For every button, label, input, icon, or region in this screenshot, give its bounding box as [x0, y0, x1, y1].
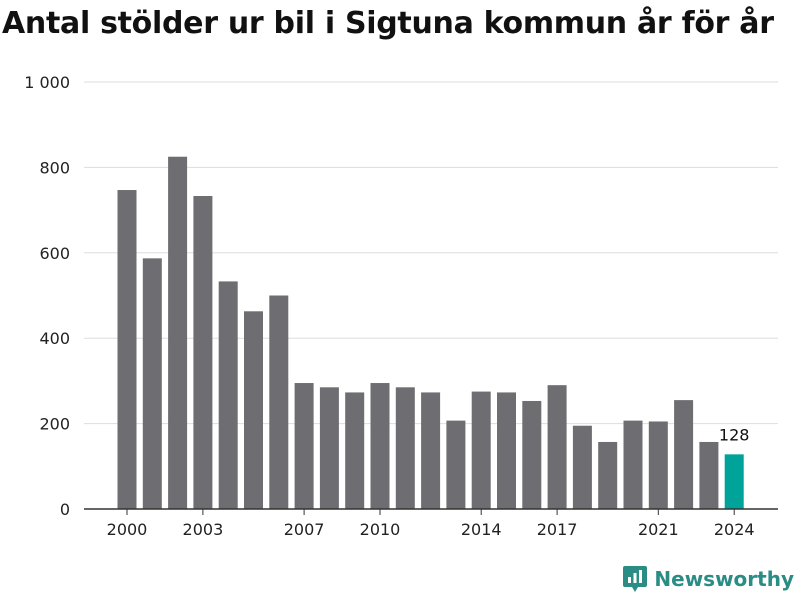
y-axis-ticks: 0 200 400 600 800 1 000: [24, 73, 70, 519]
bar-2008[interactable]: [319, 387, 339, 509]
y-tick-label: 200: [39, 415, 70, 434]
y-tick-label: 600: [39, 244, 70, 263]
bar-2019[interactable]: [598, 441, 618, 509]
brand-name: Newsworthy: [654, 567, 794, 591]
bar-2010[interactable]: [370, 383, 390, 509]
x-tick-label: 2024: [714, 520, 755, 539]
bar-2004[interactable]: [218, 281, 238, 509]
x-tick-label: 2017: [537, 520, 578, 539]
bar-2021[interactable]: [648, 421, 668, 509]
bar-2006[interactable]: [269, 295, 289, 510]
bar-2005[interactable]: [244, 311, 263, 509]
data-label: 128: [719, 425, 750, 444]
x-tick-label: 2007: [284, 520, 325, 539]
bar-2012[interactable]: [421, 392, 441, 509]
bar-2022[interactable]: [674, 400, 694, 509]
y-tick-label: 1 000: [24, 73, 70, 92]
bar-2015[interactable]: [497, 392, 516, 509]
bar-2018[interactable]: [572, 425, 592, 509]
bar-2017[interactable]: [547, 385, 567, 509]
x-tick-label: 2003: [183, 520, 224, 539]
bar-2024[interactable]: [724, 454, 744, 509]
grid-lines: [84, 81, 778, 425]
bar-2016[interactable]: [522, 400, 542, 509]
newsworthy-logo-icon: [623, 566, 648, 592]
y-tick-label: 0: [60, 500, 70, 519]
bar-2023[interactable]: [699, 441, 719, 509]
x-tick-label: 2000: [107, 520, 148, 539]
bar-2007[interactable]: [294, 383, 314, 509]
bar-2014[interactable]: [471, 391, 491, 509]
bars: [117, 156, 744, 510]
bar-2011[interactable]: [395, 387, 415, 509]
newsworthy-brand[interactable]: Newsworthy: [622, 564, 794, 594]
x-tick-label: 2021: [638, 520, 679, 539]
x-axis: 2000 2003 2007 2010 2014 2017 2021 2024: [84, 508, 778, 539]
bar-2002[interactable]: [168, 156, 188, 509]
chart-title: Antal stölder ur bil i Sigtuna kommun år…: [2, 6, 774, 41]
bar-2001[interactable]: [142, 258, 162, 509]
y-tick-label: 400: [39, 329, 70, 348]
y-tick-label: 800: [39, 158, 70, 177]
bar-2013[interactable]: [446, 420, 466, 509]
data-labels: 128: [719, 425, 750, 444]
bar-2000[interactable]: [117, 190, 137, 509]
bar-2020[interactable]: [623, 420, 643, 509]
x-tick-label: 2010: [360, 520, 401, 539]
x-tick-label: 2014: [461, 520, 502, 539]
bar-2009[interactable]: [345, 392, 365, 509]
bar-2003[interactable]: [193, 196, 213, 509]
